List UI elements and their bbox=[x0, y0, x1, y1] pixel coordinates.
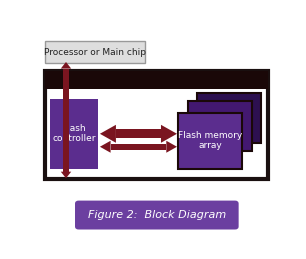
Text: Figure 2:  Block Diagram: Figure 2: Block Diagram bbox=[88, 210, 226, 220]
Text: Flash
controller: Flash controller bbox=[52, 124, 95, 143]
Bar bbox=[63, 69, 69, 172]
Bar bbox=[45, 41, 145, 63]
Bar bbox=[197, 93, 261, 143]
Polygon shape bbox=[166, 141, 177, 153]
Polygon shape bbox=[100, 141, 110, 153]
Polygon shape bbox=[61, 62, 71, 69]
Bar bbox=[45, 71, 268, 89]
Bar bbox=[188, 101, 252, 151]
FancyBboxPatch shape bbox=[75, 200, 239, 229]
Bar bbox=[116, 129, 161, 138]
Text: Processor or Main chip: Processor or Main chip bbox=[44, 47, 146, 56]
Bar bbox=[105, 77, 157, 89]
Bar bbox=[45, 71, 268, 179]
Polygon shape bbox=[100, 125, 116, 143]
Polygon shape bbox=[161, 125, 177, 143]
Bar bbox=[110, 144, 166, 150]
Polygon shape bbox=[61, 172, 71, 178]
Bar bbox=[50, 99, 98, 169]
Bar bbox=[178, 113, 242, 169]
Text: Flash memory
array: Flash memory array bbox=[178, 131, 242, 150]
